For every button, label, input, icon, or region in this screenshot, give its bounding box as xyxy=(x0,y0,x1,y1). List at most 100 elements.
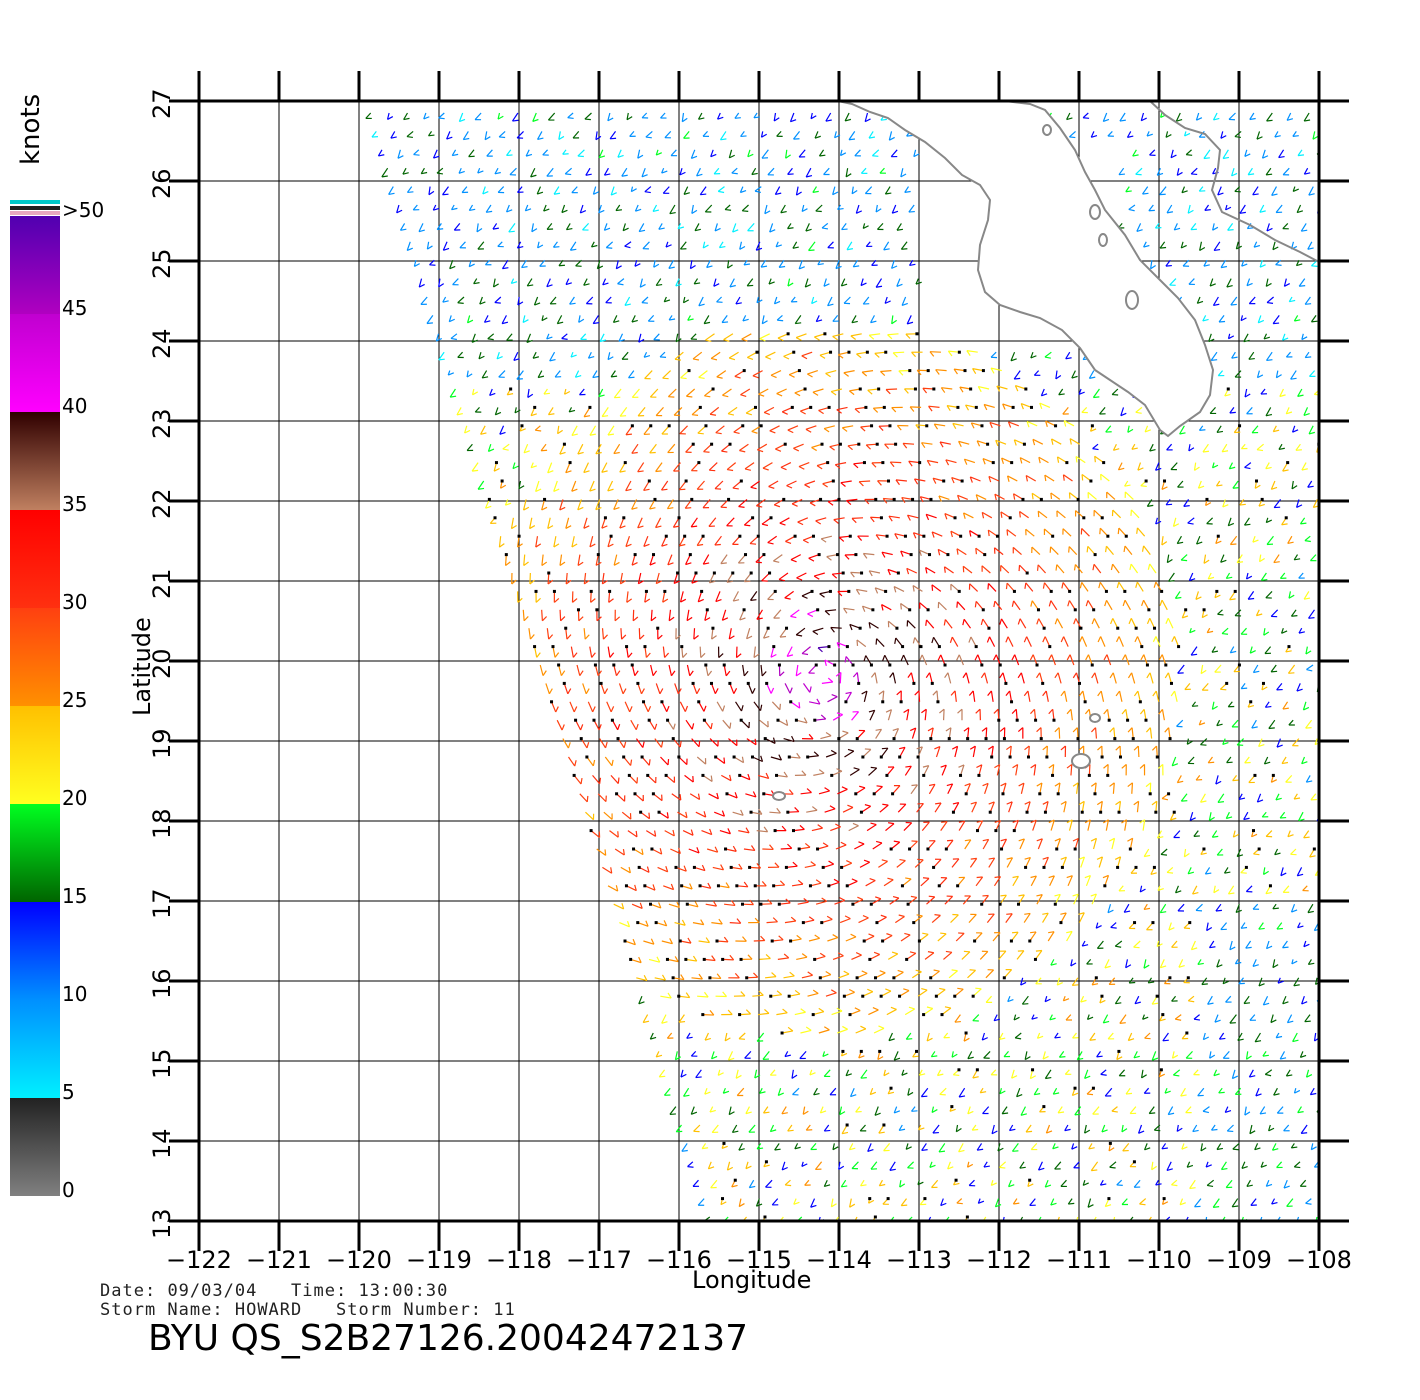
wind-barb xyxy=(858,841,865,845)
wind-barb xyxy=(1230,650,1237,654)
rain-flag xyxy=(1083,700,1087,704)
rain-flag xyxy=(787,994,791,998)
wind-vector xyxy=(1099,1179,1104,1186)
wind-vector xyxy=(1232,775,1238,781)
wind-vector xyxy=(729,922,741,924)
wind-vector xyxy=(982,839,990,850)
wind-barb xyxy=(1198,485,1205,489)
rain-flag xyxy=(764,1160,768,1164)
wind-barb xyxy=(535,488,542,493)
wind-barb xyxy=(1207,630,1214,634)
wind-barb xyxy=(1314,393,1319,396)
rain-flag xyxy=(610,718,614,722)
wind-barb xyxy=(1097,745,1103,751)
wind-barb xyxy=(1150,264,1156,270)
wind-barb xyxy=(571,543,578,548)
rain-flag xyxy=(664,773,668,777)
wind-barb xyxy=(1224,393,1231,397)
wind-vector xyxy=(631,664,636,676)
wind-vector xyxy=(1161,536,1164,546)
wind-barb xyxy=(1092,448,1099,451)
wind-barb xyxy=(680,377,687,380)
wind-barb xyxy=(686,1036,693,1039)
rain-flag xyxy=(1073,847,1077,851)
wind-vector xyxy=(1214,664,1222,673)
wind-vector xyxy=(642,1014,649,1023)
wind-barb xyxy=(521,266,528,269)
wind-vector xyxy=(613,443,621,454)
wind-vector xyxy=(927,1216,932,1221)
wind-vector xyxy=(1030,1142,1038,1150)
wind-barb xyxy=(729,357,736,361)
wind-vector xyxy=(1026,636,1032,647)
wind-barb xyxy=(1078,690,1084,697)
wind-barb xyxy=(530,413,537,417)
rain-flag xyxy=(974,405,978,409)
rain-flag xyxy=(797,847,801,851)
wind-barb xyxy=(602,634,608,640)
wind-barb xyxy=(1209,283,1216,287)
rain-flag xyxy=(943,663,947,667)
wind-vector xyxy=(522,609,525,621)
wind-vector xyxy=(854,406,866,410)
wind-barb xyxy=(812,630,819,636)
wind-vector xyxy=(908,460,920,464)
wind-barb xyxy=(577,506,584,511)
wind-barb xyxy=(1305,650,1312,655)
wind-barb xyxy=(1289,299,1296,303)
wind-barb xyxy=(915,424,920,430)
wind-vector xyxy=(1143,709,1147,721)
wind-vector xyxy=(838,732,849,740)
wind-barb xyxy=(593,322,600,325)
wind-vector xyxy=(1227,885,1235,895)
rain-flag xyxy=(1093,553,1097,557)
wind-vector xyxy=(1287,664,1296,674)
wind-barb xyxy=(967,1056,974,1060)
wind-barb xyxy=(891,951,898,955)
wind-barb xyxy=(757,449,764,453)
wind-vector xyxy=(1262,1051,1267,1057)
wind-vector xyxy=(521,259,527,268)
wind-barb xyxy=(535,429,542,432)
wind-barb xyxy=(781,825,787,832)
wind-barb xyxy=(901,497,906,503)
wind-vector xyxy=(1295,443,1301,451)
wind-barb xyxy=(1301,468,1308,471)
wind-barb xyxy=(1273,322,1280,325)
wind-vector xyxy=(751,425,762,432)
wind-vector xyxy=(768,278,772,285)
wind-vector xyxy=(928,784,936,795)
wind-barb xyxy=(1084,1075,1091,1080)
rain-flag xyxy=(574,718,578,722)
wind-vector xyxy=(875,278,883,288)
wind-barb xyxy=(1191,653,1198,656)
rain-flag xyxy=(746,681,750,685)
wind-barb xyxy=(625,488,632,492)
rain-flag xyxy=(994,829,998,833)
wind-barb xyxy=(899,1183,906,1188)
wind-barb xyxy=(1212,835,1219,838)
wind-vector xyxy=(666,1032,673,1039)
wind-barb xyxy=(1144,854,1151,858)
wind-vector xyxy=(765,351,776,358)
wind-vector xyxy=(1148,1106,1155,1114)
wind-vector xyxy=(477,241,485,250)
wind-barb xyxy=(798,702,801,709)
wind-vector xyxy=(1235,903,1240,913)
wind-barb xyxy=(1246,1055,1252,1060)
wind-vector xyxy=(637,517,643,529)
wind-vector xyxy=(535,536,539,548)
wind-barb xyxy=(746,635,753,640)
wind-vector xyxy=(809,1069,813,1076)
wind-vector xyxy=(702,554,710,565)
wind-vector xyxy=(859,1124,866,1132)
wind-barb xyxy=(807,971,813,976)
wind-barb xyxy=(608,598,614,603)
wind-barb xyxy=(1253,853,1260,856)
wind-barb xyxy=(1172,1054,1179,1059)
wind-vector xyxy=(702,499,711,509)
wind-barb xyxy=(862,914,869,919)
wind-vector xyxy=(1303,830,1310,839)
wind-vector xyxy=(814,955,826,960)
wind-barb xyxy=(457,302,464,304)
